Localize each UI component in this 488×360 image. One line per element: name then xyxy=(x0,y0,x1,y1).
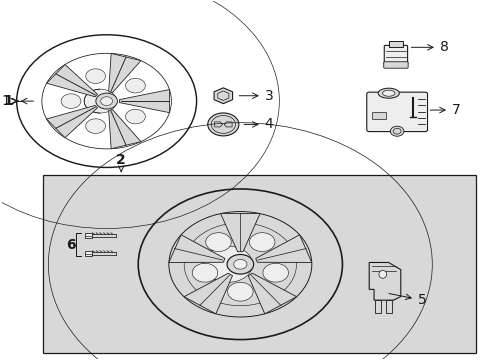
Ellipse shape xyxy=(101,97,112,105)
FancyBboxPatch shape xyxy=(366,92,427,132)
Polygon shape xyxy=(108,53,141,93)
Polygon shape xyxy=(168,235,224,262)
Text: 3: 3 xyxy=(239,89,273,103)
FancyBboxPatch shape xyxy=(384,45,407,65)
Circle shape xyxy=(389,126,403,136)
Ellipse shape xyxy=(377,88,399,98)
Polygon shape xyxy=(368,262,400,300)
Text: 6: 6 xyxy=(66,238,75,252)
Ellipse shape xyxy=(85,119,105,134)
Polygon shape xyxy=(214,88,232,104)
Bar xyxy=(43,175,475,353)
Ellipse shape xyxy=(61,94,81,108)
Polygon shape xyxy=(220,213,260,252)
Ellipse shape xyxy=(85,69,105,84)
Polygon shape xyxy=(46,105,97,138)
Ellipse shape xyxy=(125,78,145,93)
Ellipse shape xyxy=(96,93,117,109)
Bar xyxy=(85,251,92,256)
Bar xyxy=(85,233,92,238)
FancyBboxPatch shape xyxy=(383,62,407,68)
Ellipse shape xyxy=(382,90,394,96)
Polygon shape xyxy=(46,64,97,97)
Ellipse shape xyxy=(233,259,246,269)
Text: 8: 8 xyxy=(410,40,447,54)
Text: 7: 7 xyxy=(429,103,460,117)
Bar xyxy=(371,112,385,119)
Polygon shape xyxy=(108,109,141,149)
Ellipse shape xyxy=(227,282,253,301)
Ellipse shape xyxy=(205,233,231,252)
Text: 4: 4 xyxy=(244,117,273,131)
Ellipse shape xyxy=(226,255,253,274)
Text: 1: 1 xyxy=(3,94,13,108)
Polygon shape xyxy=(119,90,169,113)
Ellipse shape xyxy=(125,109,145,124)
Circle shape xyxy=(207,113,239,136)
Text: 1: 1 xyxy=(1,94,17,108)
Ellipse shape xyxy=(192,263,217,282)
Polygon shape xyxy=(255,235,311,262)
Ellipse shape xyxy=(203,246,252,282)
Text: 2: 2 xyxy=(116,153,126,167)
Ellipse shape xyxy=(249,233,274,252)
Bar xyxy=(388,41,402,47)
Polygon shape xyxy=(248,273,296,314)
Bar xyxy=(374,300,380,313)
Ellipse shape xyxy=(378,270,386,278)
Ellipse shape xyxy=(263,263,288,282)
Bar xyxy=(385,300,391,313)
Text: 5: 5 xyxy=(388,293,426,307)
Ellipse shape xyxy=(84,89,116,113)
Polygon shape xyxy=(183,273,232,314)
